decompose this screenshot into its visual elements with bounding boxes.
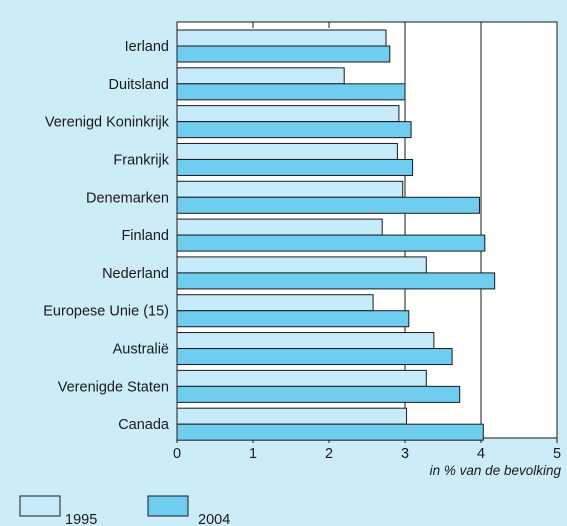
bar-2004-5 [176,234,486,252]
category-label: Australië [113,342,169,358]
category-label: Europese Unie (15) [43,304,169,320]
bar-2004-9 [176,385,461,403]
category-label: Nederland [102,266,169,282]
x-axis-label: in % van de bevolking [430,463,562,478]
legend-label: 1995 [65,512,97,526]
x-tick-label: 2 [325,446,333,462]
bar-2004-4 [176,196,480,214]
bar-2004-2 [176,121,412,139]
category-label: Denemarken [86,190,169,206]
x-tick-label: 4 [477,446,485,462]
category-label: Canada [118,417,170,433]
bar-2004-1 [176,83,406,101]
x-tick-label: 0 [173,446,181,462]
bar-1995-6 [176,256,427,274]
bar-1995-0 [176,29,387,47]
legend-swatch-1995 [19,495,61,517]
bar-1995-4 [176,180,404,198]
bar-2004-6 [176,272,496,290]
bar-2004-3 [176,158,414,176]
legend-swatch-2004 [147,495,189,517]
bar-1995-5 [176,218,383,236]
x-tick-label: 1 [249,446,257,462]
x-tick-label: 3 [401,446,409,462]
bar-1995-10 [176,407,408,425]
bar-2004-0 [176,45,391,63]
bar-1995-3 [176,142,398,160]
bar-2004-10 [176,423,484,441]
category-label: Ierland [125,39,169,55]
category-label: Frankrijk [113,152,169,168]
bar-2004-7 [176,310,410,328]
category-label: Verenigde Staten [58,379,169,395]
legend-label: 2004 [198,512,230,526]
category-label: Verenigd Koninkrijk [45,115,170,131]
bar-1995-9 [176,369,427,387]
bar-1995-8 [176,332,435,350]
x-tick-label: 5 [553,446,561,462]
category-label: Finland [121,228,169,244]
bar-1995-7 [176,294,374,312]
bar-2004-8 [176,348,453,366]
category-label: Duitsland [109,77,169,93]
bar-1995-2 [176,105,400,123]
bar-1995-1 [176,67,345,85]
